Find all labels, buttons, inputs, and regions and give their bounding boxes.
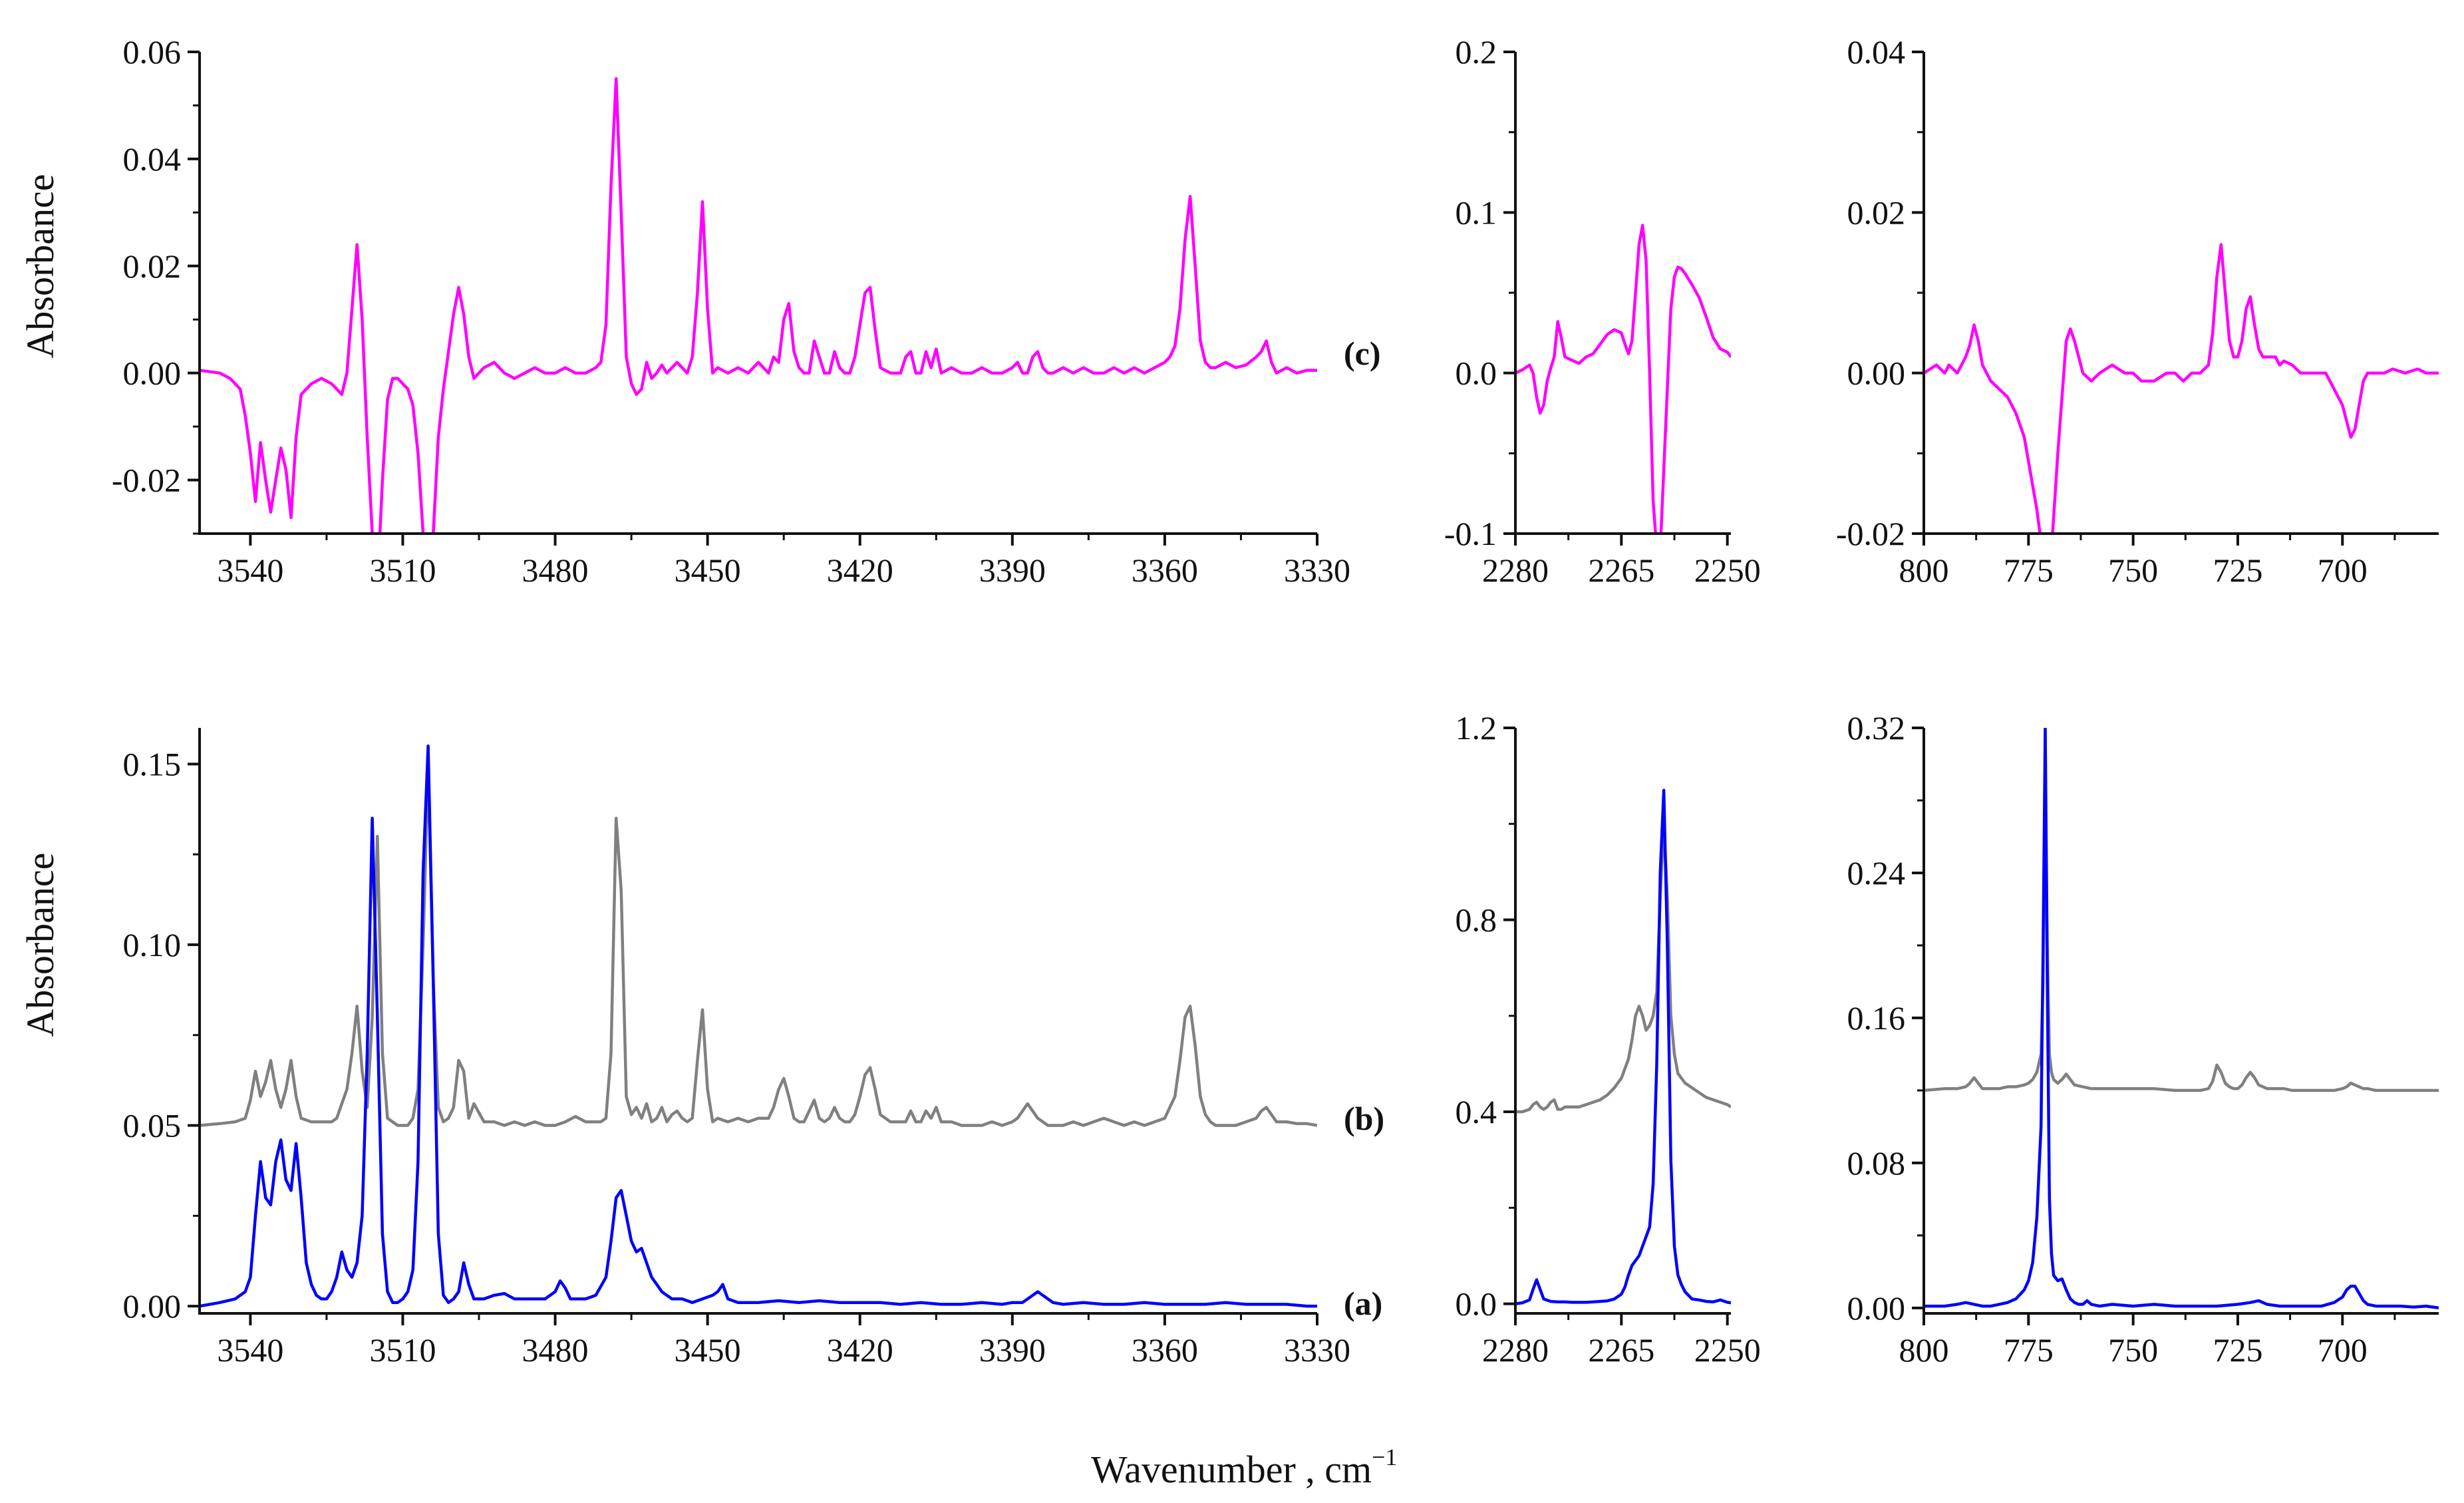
series-c-top-mid <box>1515 224 1731 534</box>
y-tick-label: 0.0 <box>1456 1285 1497 1323</box>
x-tick-label: 3510 <box>369 552 436 589</box>
y-tick-label: 0.00 <box>1847 355 1906 392</box>
chart-top-mid: -0.1 0.0 0.1 0.2 2280 2265 2250 <box>1444 33 1761 589</box>
x-tick-label: 3330 <box>1284 552 1350 589</box>
chart-top-right: -0.02 0.00 0.02 0.04 800 775 750 725 700 <box>1836 33 2439 589</box>
y-tick-label: 0.4 <box>1456 1093 1497 1130</box>
x-tick-label: 725 <box>2213 1331 2262 1369</box>
y-tick-label: 0.06 <box>123 33 182 71</box>
axes-top-right <box>1923 52 2439 535</box>
x-tick-label: 800 <box>1899 1331 1949 1369</box>
x-axis-title: Wavenumber , cm−1 <box>1091 1444 1397 1491</box>
series-b-bottom-left <box>200 762 1317 1127</box>
x-tick-label: 725 <box>2213 552 2262 589</box>
x-tick-label: 3450 <box>675 552 741 589</box>
y-tick-label: 0.0 <box>1456 355 1497 392</box>
x-tick-label: 3540 <box>217 552 283 589</box>
x-tick-label: 3420 <box>827 552 893 589</box>
y-tick-label: 0.24 <box>1847 854 1906 892</box>
y-tick-label: 0.1 <box>1456 194 1497 231</box>
x-tick-label: 750 <box>2108 1331 2158 1369</box>
x-tick-label: 2280 <box>1482 1331 1549 1369</box>
chart-bottom-right: 0.00 0.08 0.16 0.24 0.32 800 775 750 725 700 <box>1847 709 2439 1369</box>
curve-label-b: (b) <box>1344 1100 1384 1137</box>
y-tick-label: -0.02 <box>112 462 181 499</box>
x-tick-label: 750 <box>2108 552 2158 589</box>
y-tick-label: 0.00 <box>123 1287 182 1325</box>
x-tick-label: 3480 <box>522 552 589 589</box>
x-tick-label: 775 <box>2004 1331 2054 1369</box>
series-a-bottom-mid <box>1515 788 1731 1305</box>
x-tick-label: 700 <box>2318 1331 2368 1369</box>
x-tick-label: 3360 <box>1132 1331 1198 1369</box>
x-axis-unit-superscript: −1 <box>1372 1444 1397 1470</box>
y-tick-label: 0.32 <box>1847 709 1906 747</box>
x-tick-label: 3540 <box>217 1331 283 1369</box>
x-tick-label: 3480 <box>522 1331 589 1369</box>
chart-top-left: -0.02 0.00 0.02 0.04 0.06 3540 3510 3480 3450 342… <box>112 33 1381 589</box>
series-a-bottom-left <box>200 744 1317 1308</box>
y-tick-label: 0.02 <box>123 248 182 285</box>
x-tick-label: 2280 <box>1482 552 1549 589</box>
y-tick-label: 0.04 <box>123 140 182 178</box>
series-c-top-right <box>1924 243 2439 534</box>
chart-panels: -0.02 0.00 0.02 0.04 0.06 3540 3510 3480 3450 342… <box>112 33 2439 1369</box>
x-tick-label: 2250 <box>1694 1331 1761 1369</box>
chart-bottom-mid: 0.0 0.4 0.8 1.2 2280 2265 2250 <box>1456 709 1761 1369</box>
y-tick-label: -0.1 <box>1444 515 1497 552</box>
y-tick-label: 0.00 <box>123 355 182 392</box>
x-tick-label: 3330 <box>1284 1331 1350 1369</box>
y-tick-label: 0.2 <box>1456 33 1497 71</box>
x-tick-label: 2265 <box>1588 552 1654 589</box>
y-tick-label: 0.02 <box>1847 194 1906 231</box>
axes-bottom-right <box>1923 728 2439 1315</box>
x-tick-label: 3360 <box>1132 552 1198 589</box>
x-tick-label: 800 <box>1899 552 1949 589</box>
axes-top-mid <box>1514 52 1731 535</box>
y-axis-title-top: Absorbance <box>19 174 62 358</box>
y-tick-label: 0.04 <box>1847 33 1906 71</box>
curve-label-a: (a) <box>1344 1285 1382 1322</box>
y-axis-title-bottom: Absorbance <box>19 852 62 1037</box>
x-tick-label: 3450 <box>675 1331 741 1369</box>
x-tick-label: 700 <box>2318 552 2368 589</box>
x-tick-label: 3390 <box>979 1331 1046 1369</box>
x-tick-label: 3390 <box>979 552 1046 589</box>
y-tick-label: 0.15 <box>123 745 182 782</box>
series-c-top-left <box>200 77 1317 534</box>
chart-bottom-left: 0.00 0.05 0.10 0.15 3540 3510 3480 3450 3420 3390… <box>123 728 1384 1369</box>
y-tick-label: 0.16 <box>1847 999 1906 1037</box>
x-axis-title-text: Wavenumber , cm <box>1091 1448 1372 1491</box>
x-tick-label: 2265 <box>1588 1331 1654 1369</box>
series-b-bottom-mid <box>1515 822 1731 1114</box>
y-tick-label: 0.8 <box>1456 902 1497 939</box>
axes-bottom-mid <box>1514 728 1731 1315</box>
x-tick-label: 2250 <box>1694 552 1761 589</box>
x-tick-label: 3420 <box>827 1331 893 1369</box>
y-tick-label: 0.10 <box>123 926 182 963</box>
series-a-bottom-right <box>1924 728 2439 1310</box>
x-tick-label: 3510 <box>369 1331 436 1369</box>
series-b-bottom-right <box>1924 762 2439 1092</box>
x-tick-label: 775 <box>2004 552 2054 589</box>
y-tick-label: 0.00 <box>1847 1289 1906 1327</box>
y-tick-label: 1.2 <box>1456 709 1497 747</box>
y-tick-label: 0.05 <box>123 1107 182 1144</box>
y-tick-label: 0.08 <box>1847 1144 1906 1182</box>
curve-label-c: (c) <box>1344 335 1381 372</box>
y-tick-label: -0.02 <box>1836 515 1905 552</box>
axes-bottom-left <box>198 728 1317 1315</box>
